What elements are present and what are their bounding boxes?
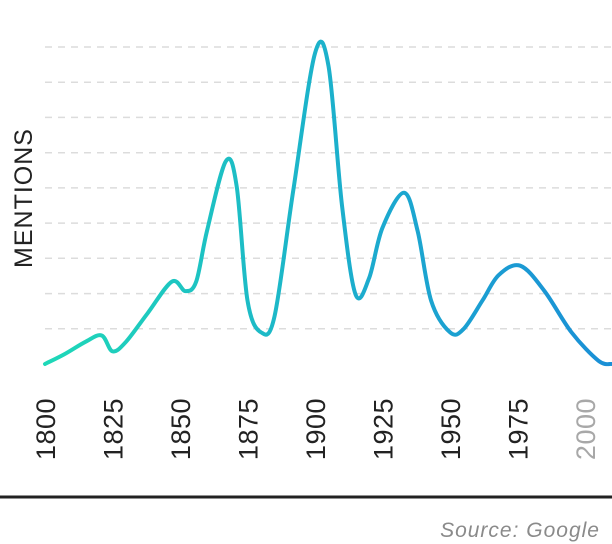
x-tick-label: 1950 [436, 398, 466, 460]
x-tick-label: 1925 [369, 398, 399, 460]
x-tick-label: 1850 [166, 398, 196, 460]
x-tick-label: 1975 [504, 398, 534, 460]
x-tick-label: 1800 [31, 398, 61, 460]
source-text: Source: Google [440, 519, 600, 542]
x-axis-ticks: 1800 1825 1850 1875 1900 1925 1950 1975 2000 [31, 398, 601, 460]
x-tick-label: 1875 [234, 398, 264, 460]
x-tick-label: 1825 [99, 398, 129, 460]
series-line [43, 39, 612, 367]
x-tick-label: 2000 [571, 398, 601, 460]
gridlines [45, 46, 612, 330]
y-axis-label: MENTIONS [10, 128, 38, 268]
x-tick-label: 1900 [301, 398, 331, 460]
